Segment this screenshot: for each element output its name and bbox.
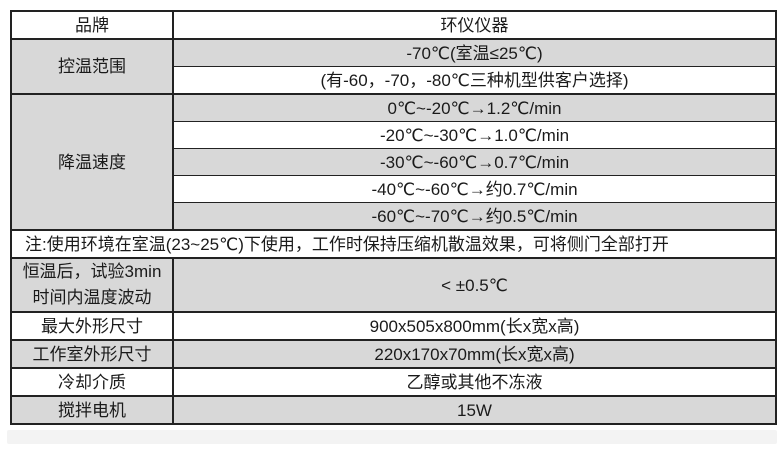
- table-row-temp-range-1: 控温范围 -70℃(室温≤25℃): [10, 38, 777, 95]
- table-row-chamber-dimensions: 工作室外形尺寸 220x170x70mm(长x宽x高): [10, 339, 777, 369]
- row-value-chamber-dimensions: 220x170x70mm(长x宽x高): [172, 339, 777, 369]
- table-row-note: 注:使用环境在室温(23~25℃)下使用，工作时保持压缩机散温效果，可将侧门全部…: [10, 229, 777, 259]
- row-label-chamber-dimensions: 工作室外形尺寸: [10, 339, 174, 369]
- row-label-cooling-medium: 冷却介质: [10, 367, 174, 397]
- table-row-brand: 品牌 环仪仪器: [10, 10, 777, 40]
- row-value-cooling-medium: 乙醇或其他不冻液: [172, 367, 777, 397]
- row-value-stirring-motor: 15W: [172, 395, 777, 425]
- product-spec-table: 品牌 环仪仪器 控温范围 -70℃(室温≤25℃) (有-60，-70，-80℃…: [10, 10, 777, 425]
- row-value-max-dimensions: 900x505x800mm(长x宽x高): [172, 311, 777, 341]
- row-label-max-dimensions: 最大外形尺寸: [10, 311, 174, 341]
- row-label-brand: 品牌: [10, 10, 174, 40]
- row-value-cooling-rate-3: -30℃~-60℃→0.7℃/min: [172, 148, 777, 176]
- row-label-cooling-rate: 降温速度: [10, 93, 174, 231]
- row-label-fluctuation: 恒温后，试验3min 时间内温度波动: [10, 257, 174, 313]
- table-row-max-dimensions: 最大外形尺寸 900x505x800mm(长x宽x高): [10, 311, 777, 341]
- row-value-cooling-rate-4: -40℃~-60℃→约0.7℃/min: [172, 175, 777, 203]
- table-row-cooling-rate-1: 降温速度 0℃~-20℃→1.2℃/min: [10, 93, 777, 231]
- row-value-cooling-rate-5: -60℃~-70℃→约0.5℃/min: [172, 202, 777, 231]
- row-value-fluctuation: < ±0.5℃: [172, 257, 777, 313]
- row-value-brand: 环仪仪器: [172, 10, 777, 40]
- footer-strip: [7, 430, 777, 444]
- row-value-cooling-rate-2: -20℃~-30℃→1.0℃/min: [172, 121, 777, 149]
- usage-note-text: 注:使用环境在室温(23~25℃)下使用，工作时保持压缩机散温效果，可将侧门全部…: [10, 229, 777, 259]
- row-value-temp-range-2: (有-60，-70，-80℃三种机型供客户选择): [172, 66, 777, 95]
- row-value-temp-range-1: -70℃(室温≤25℃): [172, 38, 777, 67]
- table-row-cooling-rate-4: -40℃~-60℃→约0.7℃/min: [11, 175, 777, 203]
- table-row-fluctuation: 恒温后，试验3min 时间内温度波动 < ±0.5℃: [10, 257, 777, 313]
- row-label-stirring-motor: 搅拌电机: [10, 395, 174, 425]
- table-row-stirring-motor: 搅拌电机 15W: [10, 395, 777, 425]
- table-row-cooling-medium: 冷却介质 乙醇或其他不冻液: [10, 367, 777, 397]
- table-row-temp-range-2: (有-60，-70，-80℃三种机型供客户选择): [11, 66, 777, 95]
- row-label-temp-range: 控温范围: [10, 38, 174, 95]
- table-row-cooling-rate-5: -60℃~-70℃→约0.5℃/min: [11, 202, 777, 231]
- table-row-cooling-rate-2: -20℃~-30℃→1.0℃/min: [11, 121, 777, 149]
- row-value-cooling-rate-1: 0℃~-20℃→1.2℃/min: [172, 93, 777, 122]
